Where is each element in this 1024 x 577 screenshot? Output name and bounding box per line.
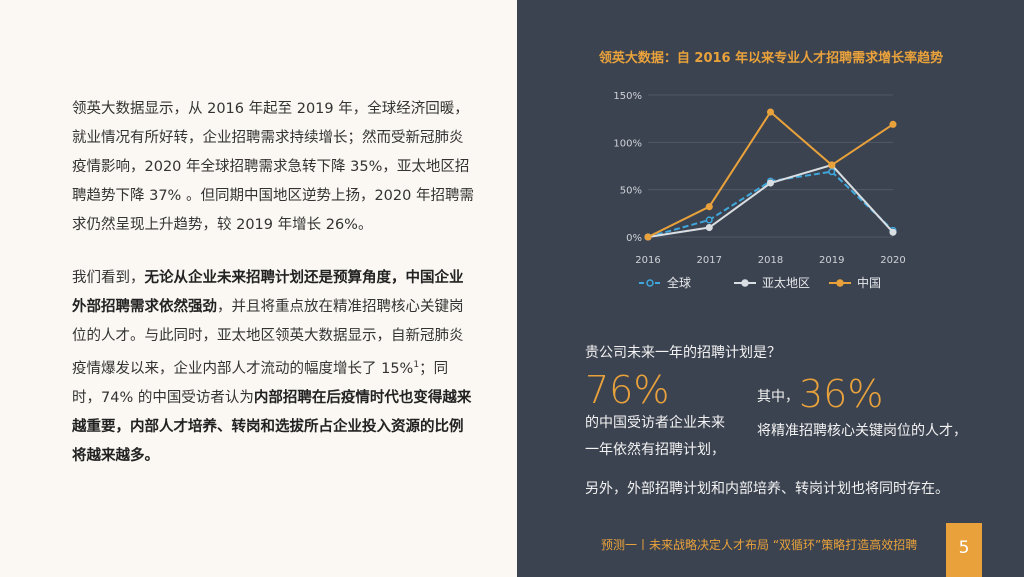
- data-point: [644, 233, 652, 241]
- data-point: [828, 161, 836, 169]
- x-tick-label: 2017: [697, 255, 722, 266]
- stat-text: 将精准招聘核心关键岗位的人才，: [757, 423, 967, 439]
- chart: 领英大数据：自 2016 年以来专业人才招聘需求增长率趋势 0% 50% 100% 1…: [599, 50, 943, 290]
- legend-label: 全球: [667, 275, 691, 290]
- legend-label: 中国: [857, 275, 881, 290]
- data-point: [889, 228, 897, 236]
- data-point: [705, 223, 713, 232]
- text: ，并且将重点放在精准招聘核心关键岗位的人才。与此同时，亚太地区领英大数据显示，自…: [72, 299, 464, 377]
- y-tick-label: 50%: [620, 186, 642, 197]
- x-tick-label: 2016: [635, 255, 660, 266]
- y-tick-label: 0%: [626, 233, 642, 244]
- bold-text: 无论从企业未来招聘计划还是预算角度，中国企业外部招聘需求依然强劲: [72, 270, 464, 315]
- data-point: [889, 120, 897, 128]
- data-point: [705, 216, 713, 224]
- data-point: [766, 108, 775, 116]
- chart-title: 领英大数据：自 2016 年以来专业人才招聘需求增长率趋势: [599, 50, 943, 66]
- question: 贵公司未来一年的招聘计划是？: [585, 345, 781, 361]
- stat: 36%: [799, 372, 884, 416]
- text: ；同时，74% 的中国受访者认为: [72, 360, 449, 406]
- x-tick-label: 2018: [758, 255, 783, 266]
- data-point: [766, 179, 775, 187]
- x-tick-label: 2019: [819, 255, 844, 266]
- legend-label: 亚太地区: [762, 275, 810, 290]
- right-panel: 领英大数据：自 2016 年以来专业人才招聘需求增长率趋势 0% 50% 100% 1…: [517, 0, 1024, 577]
- text: 我们看到，: [72, 270, 145, 286]
- data-point: [828, 168, 836, 176]
- text: 其中，: [757, 389, 799, 405]
- y-tick-label: 100%: [613, 138, 642, 149]
- y-tick-label: 150%: [613, 91, 642, 102]
- legend-marker: [646, 279, 654, 287]
- note: 另外，外部招聘计划和内部培养、转岗计划也将同时存在。: [585, 481, 949, 497]
- bold-text: 内部招聘在后疫情时代也变得越来越重要，内部人才培养、转岗和选拔所占企业投入资源的…: [72, 389, 472, 464]
- paragraph: 领英大数据显示，从 2016 年起至 2019 年，全球经济回暖，就业情况有所好…: [72, 101, 474, 233]
- legend-marker: [741, 279, 749, 287]
- footnote-ref: 1: [413, 360, 420, 370]
- page-number: 5: [946, 523, 982, 577]
- data-point: [705, 203, 713, 211]
- x-tick-label: 2020: [880, 255, 905, 266]
- paragraph: 我们看到，无论从企业未来招聘计划还是预算角度，中国企业外部招聘需求依然强劲，并且…: [72, 264, 477, 471]
- footer-text: 预测一丨未来战略决定人才布局 “双循环”策略打造高效招聘: [601, 538, 918, 552]
- legend-marker: [836, 279, 844, 287]
- stat: 76%: [585, 368, 670, 412]
- stat-text: 的中国受访者企业未来一年依然有招聘计划，: [585, 415, 725, 458]
- series-line: [647, 110, 894, 238]
